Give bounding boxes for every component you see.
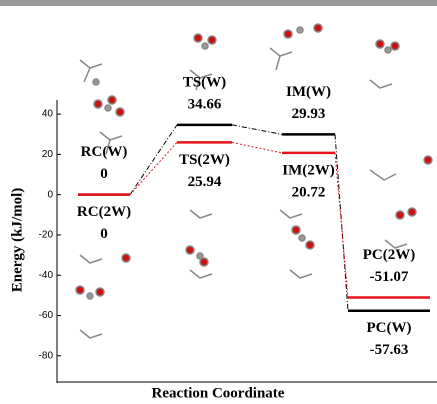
point-label: TS(W) xyxy=(183,74,226,90)
point-label: PC(2W) xyxy=(363,247,416,263)
value-label: 20.72 xyxy=(292,184,326,200)
connector xyxy=(130,142,177,194)
molecule-art xyxy=(76,24,432,338)
connector xyxy=(232,142,282,153)
top-bar xyxy=(0,0,437,6)
value-label: 0 xyxy=(100,226,108,242)
y-tick-label: -60 xyxy=(39,310,54,321)
point-label: TS(2W) xyxy=(179,152,230,168)
value-label: 34.66 xyxy=(188,96,222,112)
point-label: RC(W) xyxy=(81,144,128,160)
point-label: RC(2W) xyxy=(77,204,131,220)
point-label: IM(W) xyxy=(286,84,331,100)
y-tick-label: -20 xyxy=(39,230,54,241)
y-tick-label: 0 xyxy=(47,189,53,200)
y-tick-label: 40 xyxy=(42,109,54,120)
value-label: -57.63 xyxy=(370,342,409,358)
y-tick-label: -80 xyxy=(39,350,54,361)
x-axis-label: Reaction Coordinate xyxy=(152,385,285,401)
connector xyxy=(130,125,177,195)
value-label: -51.07 xyxy=(370,269,409,285)
chart: Reaction Coordinate Energy (kJ/mol) -80 -… xyxy=(0,0,437,404)
connector xyxy=(232,125,282,135)
value-label: 25.94 xyxy=(188,174,222,190)
value-label: 29.93 xyxy=(292,106,326,122)
point-label: PC(W) xyxy=(367,320,412,336)
value-label: 0 xyxy=(100,166,108,182)
y-tick-label: 20 xyxy=(42,149,54,160)
connector xyxy=(335,153,348,298)
y-tick-label: -40 xyxy=(39,270,54,281)
y-axis-label: Energy (kJ/mol) xyxy=(9,188,25,293)
point-label: IM(2W) xyxy=(282,162,335,178)
